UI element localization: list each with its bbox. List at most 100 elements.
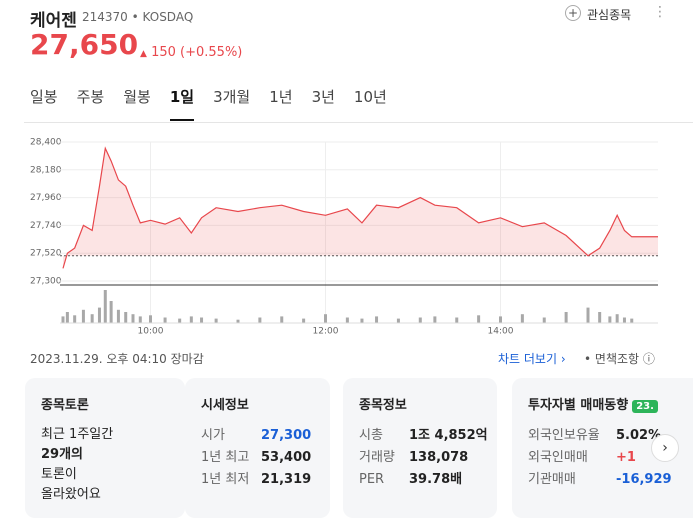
volume-bar [189,316,193,323]
market: KOSDAQ [142,10,194,24]
volume-bar [116,309,120,323]
chart-more[interactable]: 차트 더보기 › [498,352,566,366]
row-value: 27,300 [261,428,312,443]
discussion-card[interactable]: 종목토론 최근 1주일간 29개의 토론이 올라왔어요 [25,378,185,518]
row-key: 거래량 [359,450,395,465]
card-line: 올라왔어요 [41,487,101,502]
y-tick-label: 27,300 [30,277,62,287]
volume-bar [138,316,142,323]
volume-bar [324,314,327,323]
next-button[interactable]: › [651,434,679,462]
tab[interactable]: 3개월 [213,88,251,106]
disclaimer[interactable]: • 면책조항 ⓘ [584,352,655,366]
volume-bar [345,317,349,323]
divider [24,122,693,123]
tab[interactable]: 월봉 [123,88,151,106]
volume-bar [97,307,101,323]
volume-bar [280,316,284,323]
row-value: 138,078 [409,450,469,465]
tab[interactable]: 주봉 [76,88,105,106]
volume-bar [149,315,152,323]
volume-bar [455,317,459,323]
volume-bar [178,318,182,323]
stock-name: 케어젠 [30,11,77,31]
card-line: 29개의 [41,447,84,462]
volume-bar [163,317,167,323]
volume-bar [90,314,94,323]
price-line [62,146,658,269]
volume-bar [81,309,85,323]
row-value: 5.02% [616,428,662,443]
y-tick-label: 28,180 [30,165,62,175]
volume-bar [608,316,612,323]
row-value: 1조 4,852억 [409,428,488,443]
volume-bar [258,317,262,323]
volume-bar [622,317,626,323]
tab[interactable]: 일봉 [30,88,58,106]
price-area [63,148,658,269]
row-key: 기관매매 [528,472,576,487]
tab[interactable]: 3년 [311,88,335,106]
volume-bar [109,301,113,323]
card-title: 시세정보 [201,398,249,413]
x-tick-label: 10:00 [138,327,164,337]
row-value: 53,400 [261,450,312,465]
price-change: ▲ 150 (+0.55%) [140,45,243,60]
volume-bar [499,316,502,323]
volume-bar [302,318,306,323]
more-link[interactable]: 차트 더보기 [498,352,558,366]
tab[interactable]: 10년 [353,88,387,106]
card-line: 토론이 [41,467,77,482]
volume-bar [598,312,602,323]
y-tick-label: 27,520 [30,249,62,259]
x-tick-label: 14:00 [488,327,514,337]
menu-button[interactable]: ⋮ [653,4,667,20]
y-tick-label: 28,400 [30,138,62,148]
volume-bar [360,318,364,323]
row-key: PER [359,472,385,487]
y-tick-label: 27,740 [30,221,62,231]
tab[interactable]: 1일 [169,86,195,121]
watch-icon[interactable]: + [565,5,581,21]
quote-card[interactable]: 시세정보 시가 27,300 1년 최고 53,400 1년 최저 21,319 [185,378,330,518]
row-value: +1 [616,450,636,465]
volume-bar [73,315,77,323]
volume-bar [124,312,128,323]
current-price: 27,650 [30,28,139,61]
card-title: 종목정보 [359,398,407,413]
code: 214370 [82,10,128,24]
row-key: 1년 최고 [201,450,250,465]
row-key: 시총 [359,428,383,443]
volume-bar [200,317,204,323]
volume-bar [615,314,619,323]
volume-bar [542,317,546,323]
volume-bar [396,318,400,323]
row-key: 외국인보유율 [528,428,600,443]
x-tick-label: 12:00 [313,327,339,337]
row-value: -16,929 [616,472,672,487]
volume-bar [103,290,107,323]
row-value: 39.78배 [409,472,463,487]
volume-bar [375,316,379,323]
stock-code: 214370 • KOSDAQ [82,10,194,24]
volume-bar [418,317,422,323]
card-line: 최근 1주일간 [41,427,114,442]
volume-bar [477,315,481,323]
change: 150 [151,45,176,60]
volume-bar [61,316,65,323]
card-title: 투자자별 매매동향 23. [528,394,693,413]
disclaimer-link[interactable]: 면책조항 [594,352,640,366]
change-pct: (+0.55%) [180,45,243,60]
info-card[interactable]: 종목정보 시총 1조 4,852억 거래량 138,078 PER 39.78배 [343,378,497,518]
volume-bar [214,318,218,323]
volume-bar [65,312,69,323]
volume-bar [586,307,590,323]
volume-bar [630,318,634,323]
card-title: 종목토론 [41,398,89,413]
watch-button[interactable]: 관심종목 [587,8,632,22]
tab[interactable]: 1년 [269,88,293,106]
volume-bar [131,314,135,323]
row-key: 1년 최저 [201,472,250,487]
title-text: 투자자별 매매동향 [528,398,629,413]
chart: 27,300 27,520 27,740 27,960 28,180 28,400 10:0… [30,138,658,337]
